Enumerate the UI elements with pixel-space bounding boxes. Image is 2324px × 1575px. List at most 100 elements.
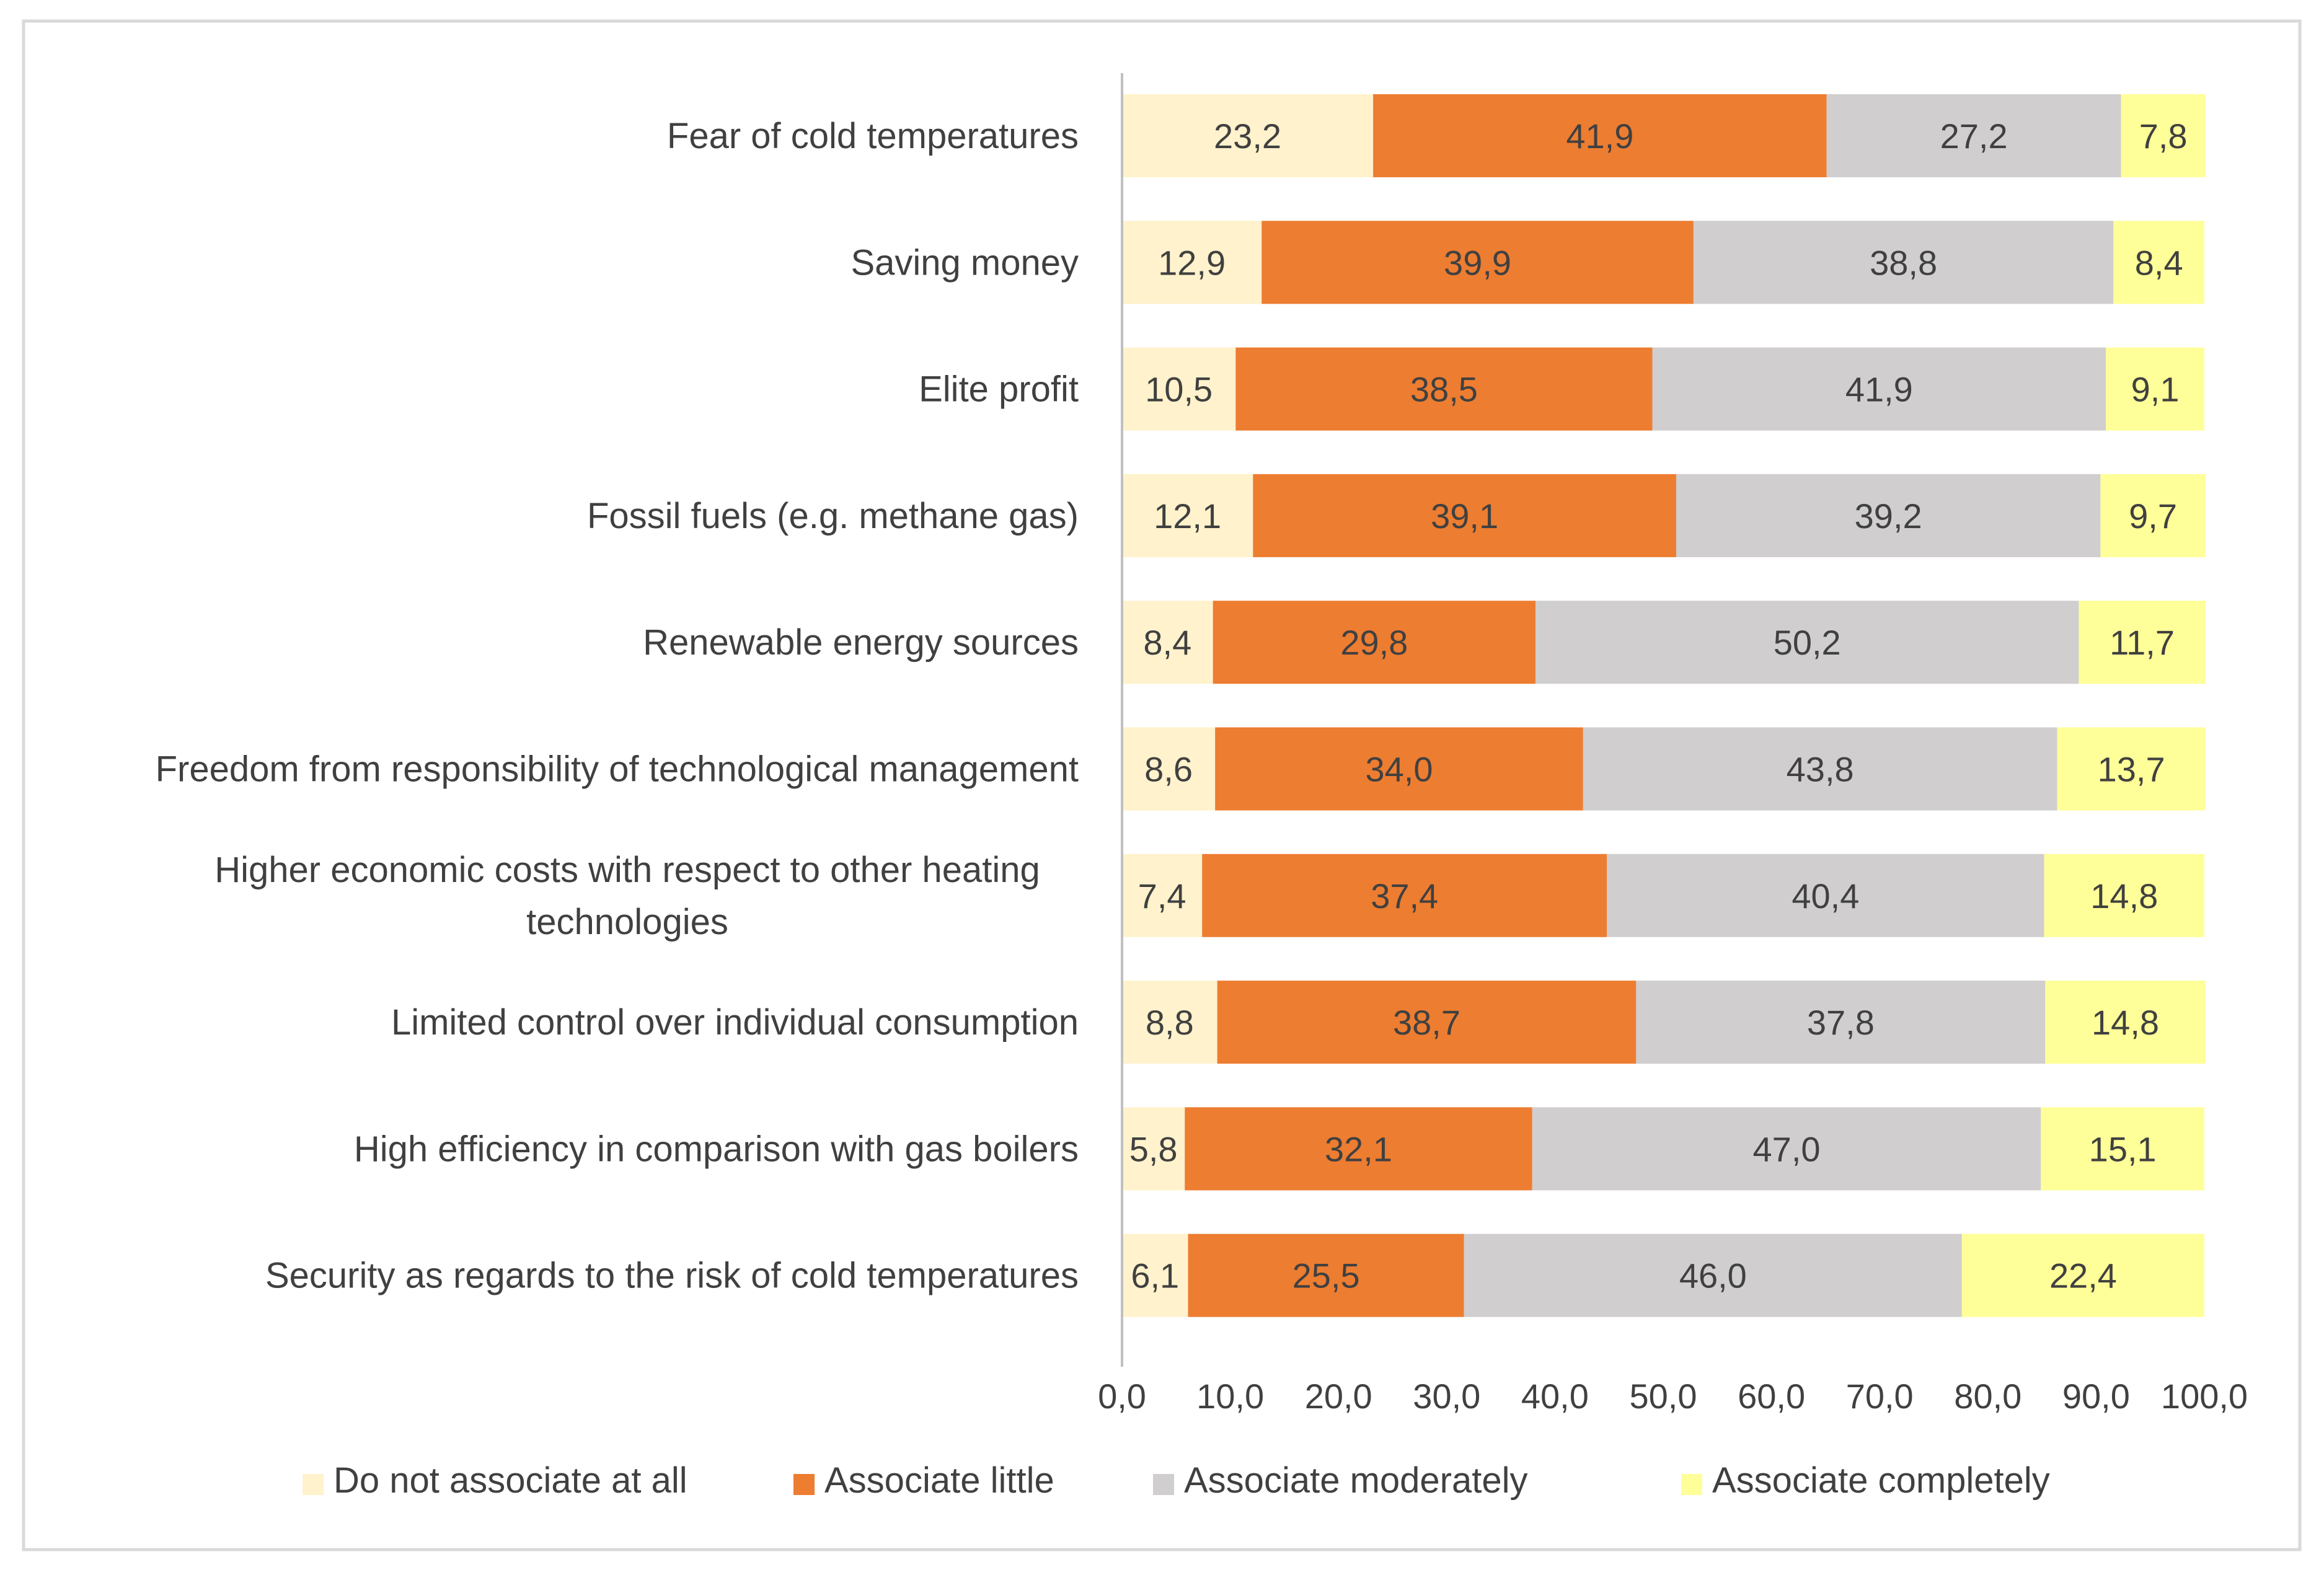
value-label-1-row-1: 23,2 xyxy=(1214,117,1281,156)
bar-segment-4-row-1 xyxy=(2121,94,2206,177)
x-tick-label-3: 20,0 xyxy=(1305,1377,1372,1416)
value-label-4-row-7: 14,8 xyxy=(2090,876,2158,915)
legend-swatch-1 xyxy=(303,1474,324,1495)
category-label-1: Fear of cold temperatures xyxy=(667,116,1079,156)
value-label-3-row-3: 41,9 xyxy=(1845,370,1913,409)
bar-segment-3-row-1 xyxy=(1826,94,2121,177)
value-label-4-row-8: 14,8 xyxy=(2092,1003,2159,1042)
bar-segment-3-row-7 xyxy=(1607,854,2044,937)
value-label-2-row-6: 34,0 xyxy=(1365,750,1433,789)
value-label-2-row-3: 38,5 xyxy=(1410,370,1478,409)
bar-segment-3-row-6 xyxy=(1583,727,2057,811)
bars-layer xyxy=(1122,94,2206,1317)
bar-segment-4-row-9 xyxy=(2041,1107,2204,1191)
value-label-1-row-3: 10,5 xyxy=(1145,370,1213,409)
legend-swatch-2 xyxy=(793,1474,815,1495)
bar-segment-1-row-4 xyxy=(1122,474,1253,557)
category-label-5: Renewable energy sources xyxy=(643,622,1079,663)
value-label-2-row-2: 39,9 xyxy=(1444,243,1511,282)
value-label-1-row-7: 7,4 xyxy=(1138,876,1186,915)
bar-segment-1-row-2 xyxy=(1122,221,1262,304)
legend: Do not associate at all Associate little A… xyxy=(303,1460,2050,1501)
x-tick-label-1: 0,0 xyxy=(1098,1377,1146,1416)
value-label-4-row-2: 8,4 xyxy=(2135,243,2183,282)
value-label-3-row-2: 38,8 xyxy=(1870,243,1937,282)
value-label-1-row-2: 12,9 xyxy=(1158,243,1226,282)
bar-segment-4-row-7 xyxy=(2044,854,2204,937)
value-label-1-row-8: 8,8 xyxy=(1146,1003,1194,1042)
value-label-2-row-5: 29,8 xyxy=(1340,623,1408,662)
value-label-2-row-1: 41,9 xyxy=(1566,117,1633,156)
value-label-2-row-9: 32,1 xyxy=(1325,1129,1392,1168)
legend-label-2: Associate little xyxy=(824,1460,1054,1501)
bar-segment-4-row-4 xyxy=(2100,474,2206,557)
bar-segment-1-row-6 xyxy=(1122,727,1216,811)
category-label-9: High efficiency in comparison with gas b… xyxy=(354,1129,1079,1169)
bar-segment-2-row-2 xyxy=(1261,221,1694,304)
bar-segment-2-row-10 xyxy=(1188,1233,1464,1317)
category-label-6: Freedom from responsibility of technolog… xyxy=(156,749,1079,790)
value-label-3-row-1: 27,2 xyxy=(1940,117,2008,156)
legend-label-4: Associate completely xyxy=(1712,1460,2050,1501)
x-tick-label-11: 100,0 xyxy=(2161,1377,2248,1416)
bar-segment-4-row-3 xyxy=(2106,347,2204,431)
value-label-1-row-4: 12,1 xyxy=(1154,496,1221,536)
bar-segment-4-row-5 xyxy=(2079,601,2206,684)
legend-swatch-3 xyxy=(1153,1474,1174,1495)
value-label-3-row-4: 39,2 xyxy=(1855,496,1922,536)
legend-swatch-4 xyxy=(1681,1474,1702,1495)
legend-label-3: Associate moderately xyxy=(1184,1460,1527,1501)
bar-segment-1-row-8 xyxy=(1122,981,1217,1064)
value-label-3-row-6: 43,8 xyxy=(1787,750,1854,789)
x-tick-label-2: 10,0 xyxy=(1196,1377,1264,1416)
x-tick-label-10: 90,0 xyxy=(2062,1377,2130,1416)
bar-segment-1-row-5 xyxy=(1122,601,1213,684)
value-label-3-row-7: 40,4 xyxy=(1792,876,1859,915)
category-label-3: Elite profit xyxy=(919,369,1079,410)
bar-segment-2-row-8 xyxy=(1217,981,1637,1064)
bar-segment-3-row-2 xyxy=(1693,221,2114,304)
value-label-3-row-5: 50,2 xyxy=(1774,623,1841,662)
x-tick-label-5: 40,0 xyxy=(1521,1377,1589,1416)
bar-segment-4-row-6 xyxy=(2057,727,2206,811)
x-tick-label-9: 80,0 xyxy=(1954,1377,2021,1416)
bar-segment-4-row-2 xyxy=(2113,221,2204,304)
value-label-3-row-8: 37,8 xyxy=(1807,1003,1875,1042)
x-tick-label-4: 30,0 xyxy=(1413,1377,1480,1416)
bar-segment-2-row-4 xyxy=(1253,474,1676,557)
value-label-4-row-10: 22,4 xyxy=(2049,1256,2117,1295)
x-tick-labels-layer: 0,0 10,0 20,0 30,0 40,0 50,0 60,0 70,0 80,0 90,0 1… xyxy=(1098,1377,2248,1416)
bar-segment-3-row-8 xyxy=(1636,981,2046,1064)
value-label-2-row-4: 39,1 xyxy=(1431,496,1498,536)
value-label-3-row-10: 46,0 xyxy=(1679,1256,1747,1295)
value-label-1-row-5: 8,4 xyxy=(1143,623,1191,662)
bar-segment-3-row-4 xyxy=(1676,474,2101,557)
value-label-4-row-1: 7,8 xyxy=(2139,117,2188,156)
category-label-7: Higher economic costs with respect to ot… xyxy=(214,850,1040,942)
value-label-4-row-4: 9,7 xyxy=(2129,496,2177,536)
value-label-2-row-10: 25,5 xyxy=(1292,1256,1360,1295)
value-label-4-row-5: 11,7 xyxy=(2110,623,2175,662)
category-label-10: Security as regards to the risk of cold … xyxy=(265,1256,1079,1296)
bar-segment-3-row-10 xyxy=(1464,1233,1962,1317)
bar-segment-2-row-1 xyxy=(1373,94,1827,177)
bar-segment-2-row-9 xyxy=(1185,1107,1532,1191)
bar-segment-1-row-10 xyxy=(1122,1233,1188,1317)
category-labels-layer: Fear of cold temperatures Saving money Eli… xyxy=(156,116,1079,1296)
value-label-4-row-3: 9,1 xyxy=(2131,370,2180,409)
bar-segment-2-row-7 xyxy=(1202,854,1607,937)
value-labels-layer: 23,2 41,9 27,2 7,8 12,9 39,9 38,8 8,4 10,5 38,5 41… xyxy=(1129,117,2188,1295)
x-tick-label-6: 50,0 xyxy=(1630,1377,1697,1416)
value-label-2-row-7: 37,4 xyxy=(1371,876,1438,915)
value-label-2-row-8: 38,7 xyxy=(1393,1003,1460,1042)
bar-segment-4-row-8 xyxy=(2045,981,2206,1064)
bar-segment-3-row-5 xyxy=(1535,601,2079,684)
category-label-4: Fossil fuels (e.g. methane gas) xyxy=(587,496,1079,536)
bar-segment-2-row-6 xyxy=(1215,727,1583,811)
category-label-8: Limited control over individual consumpt… xyxy=(391,1002,1079,1043)
bar-segment-1-row-7 xyxy=(1122,854,1203,937)
value-label-1-row-10: 6,1 xyxy=(1131,1256,1179,1295)
bar-segment-1-row-1 xyxy=(1122,94,1374,177)
